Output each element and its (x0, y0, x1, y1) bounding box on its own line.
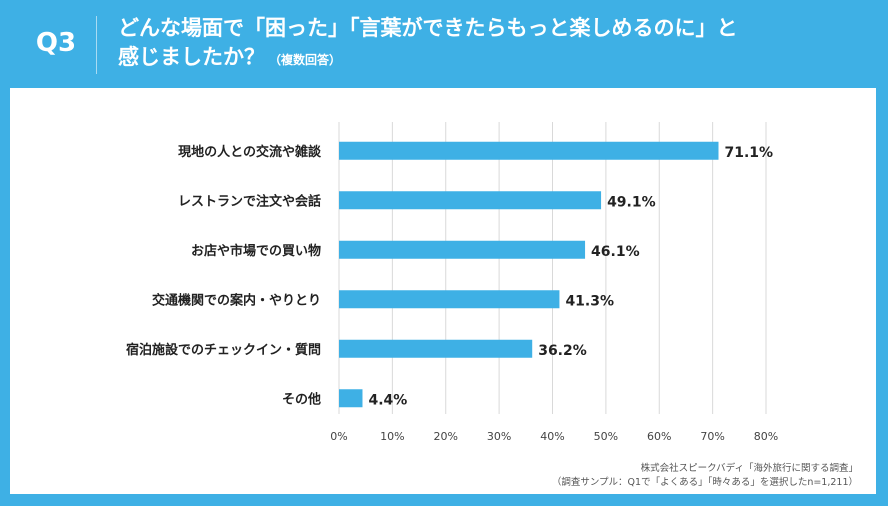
x-tick-label: 60% (647, 430, 671, 443)
x-tick-label: 10% (380, 430, 404, 443)
bar (339, 339, 533, 358)
category-label: お店や市場での買い物 (191, 243, 321, 259)
x-tick-label: 30% (487, 430, 511, 443)
category-label: その他 (282, 391, 321, 407)
x-axis-ticks: 0% 10% 20% 30% 40% 50% 60% 70% 80% (330, 430, 778, 443)
chart-panel: 現地の人との交流や雑談 レストランで注文や会話お店や市場での買い物交通機関での案内… (10, 88, 876, 494)
bars (339, 141, 719, 408)
title-subnote: （複数回答） (269, 53, 342, 67)
bar (339, 191, 602, 210)
category-label: 宿泊施設でのチェックイン・質問 (126, 342, 321, 358)
title-line-2-text: 感じましたか？ (118, 45, 265, 69)
category-labels: 現地の人との交流や雑談レストランで注文や会話お店や市場での買い物交通機関での案内… (126, 144, 322, 408)
source-note: 株式会社スピークバディ「海外旅行に関する調査」 (640, 463, 858, 474)
sample-note: （調査サンプル：Q1で「よくある」「時々ある」を選択したn=1,211） (551, 477, 858, 488)
x-tick-label: 20% (434, 430, 458, 443)
value-label: 46.1% (591, 244, 640, 260)
bar-chart: 現地の人との交流や雑談レストランで注文や会話お店や市場での買い物交通機関での案内… (126, 122, 778, 443)
value-label: 36.2% (538, 343, 587, 359)
bar (339, 290, 560, 309)
header-divider (96, 16, 97, 74)
question-number: Q3 (35, 28, 77, 58)
x-tick-label: 70% (700, 430, 724, 443)
title-line-1: どんな場面で「困った」「言葉ができたらもっと楽しめるのに」と (118, 16, 738, 40)
x-tick-label: 0% (330, 430, 347, 443)
bar (339, 141, 719, 160)
title-line-2: 感じましたか？ （複数回答） (118, 43, 858, 75)
category-label: 交通機関での案内・やりとり (152, 292, 321, 308)
value-label: 71.1% (724, 145, 773, 161)
value-labels: 71.1% 49.1% 46.1% 41.3% 36.2% 4.4% (368, 145, 773, 409)
value-label: 49.1% (607, 194, 656, 210)
bar (339, 240, 586, 259)
value-label: 41.3% (565, 293, 614, 309)
gridlines (338, 122, 767, 414)
x-tick-label: 50% (594, 430, 618, 443)
bar (339, 389, 363, 408)
header: Q3 どんな場面で「困った」「言葉ができたらもっと楽しめるのに」と 感じましたか… (0, 0, 888, 86)
value-label: 4.4% (368, 392, 407, 408)
x-tick-label: 80% (754, 430, 778, 443)
x-tick-label: 40% (540, 430, 564, 443)
category-label: 現地の人との交流や雑談 (178, 144, 322, 160)
category-label: レストランで注文や会話 (178, 193, 321, 209)
question-title: どんな場面で「困った」「言葉ができたらもっと楽しめるのに」と 感じましたか？ （複… (118, 14, 858, 75)
